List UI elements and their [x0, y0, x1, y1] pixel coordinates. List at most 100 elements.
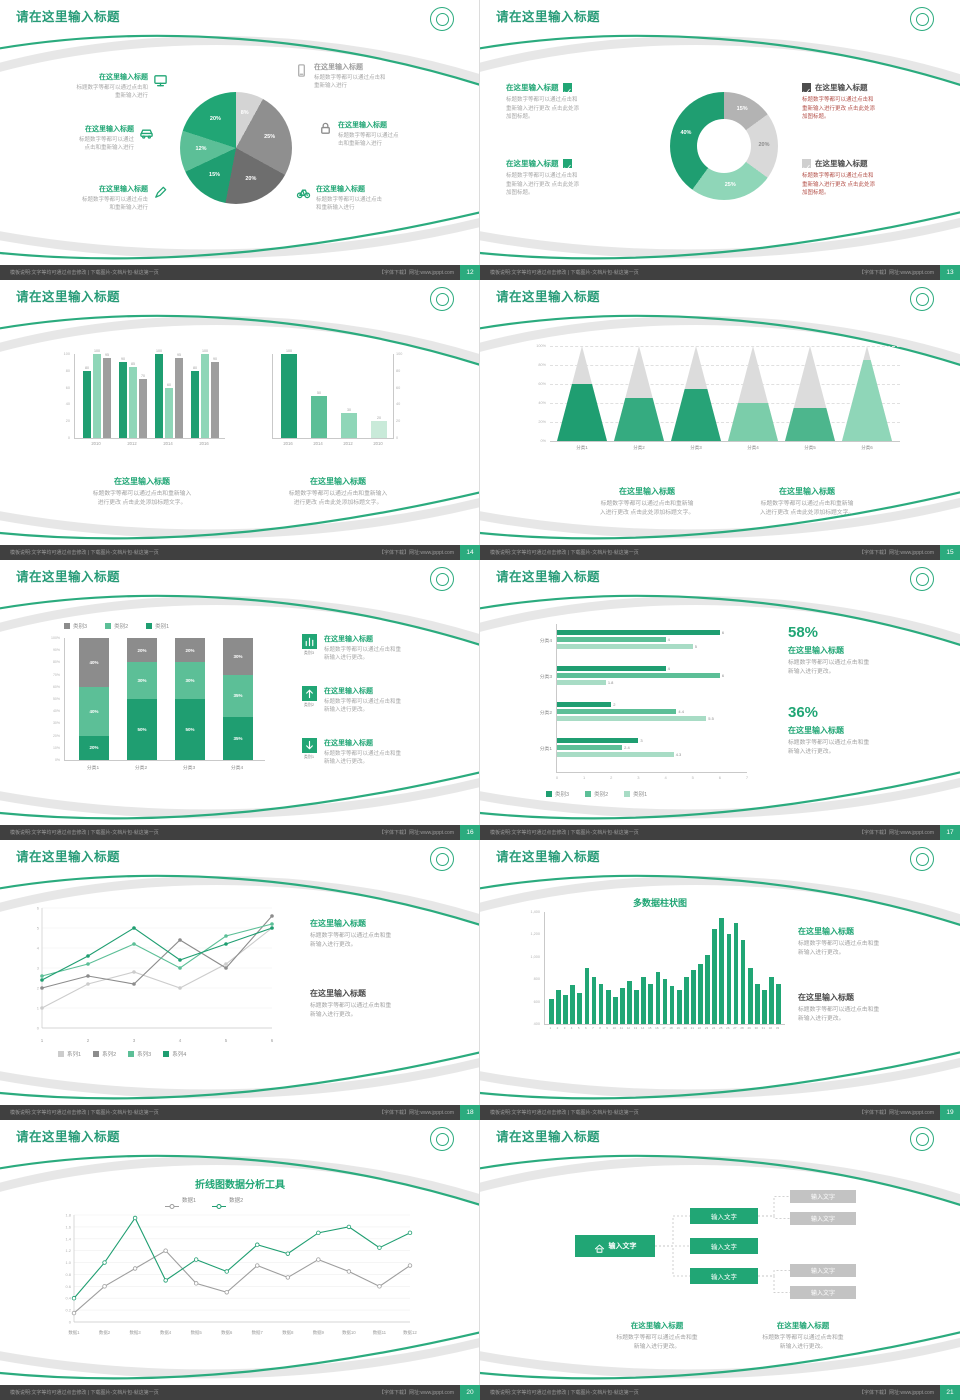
phone-icon	[294, 63, 309, 78]
stat-title: 在这里输入标题	[788, 646, 844, 655]
x-tick-label: 分类1	[86, 766, 100, 771]
stat-block: 58% 在这里输入标题 标题数字等都可以通过点击和重 新输入进行更改。	[788, 624, 938, 677]
svg-text:0.2: 0.2	[65, 1308, 71, 1313]
x-tick-label: 6	[585, 1026, 587, 1030]
legend-label: 类别2	[594, 792, 609, 798]
x-tick-label: 31	[761, 1026, 766, 1030]
svg-text:数据2: 数据2	[99, 1329, 111, 1336]
stack-segment-label: 20%	[89, 745, 99, 751]
bar	[662, 979, 668, 1024]
x-tick-label: 5	[691, 775, 694, 780]
checkbox-checked-icon	[562, 159, 572, 171]
h-bar-chart: 6 4 5 4 6 1.8 2 4.4 5.5 3 2.4 4.3 分类4 分类3 分类2 分类1 0 1 2 3 4 5…	[530, 624, 780, 786]
pyramid-fill	[557, 384, 607, 441]
lock-icon	[318, 121, 333, 136]
legend-swatch	[624, 791, 631, 797]
bar-value-label: 100	[202, 349, 208, 353]
icon-caption: 类别1	[303, 754, 315, 759]
plot-area: 6 4 5 4 6 1.8 2 4.4 5.5 3 2.4 4.3	[556, 624, 747, 773]
legend-item: 类别1	[624, 790, 647, 798]
y-tick-label: 100	[63, 352, 70, 356]
y-tick-label: 80%	[52, 660, 60, 665]
bar	[557, 666, 666, 671]
text-block-title: 在这里输入标题	[310, 989, 366, 998]
bar	[201, 354, 209, 438]
stack-segment-label: 50%	[137, 727, 147, 732]
gridline	[550, 346, 900, 347]
svg-text:6: 6	[271, 1038, 274, 1043]
checklist-item: 在这里输入标题 标题数字等都可以通过点击和 重新输入进行更改 点击此处添 加图标题…	[506, 158, 664, 198]
plot-area	[544, 912, 785, 1025]
slide-content: 8% 25% 20% 15% 12% 20% 在这里输入标题 标题数字等都可以通过点击和 重新…	[0, 0, 480, 280]
stat-desc: 标题数字等都可以通过点击和重 新输入进行更改。	[788, 740, 870, 755]
chart-title: 多数据柱状图	[632, 898, 687, 908]
x-tick-label: 3	[563, 1026, 566, 1030]
x-tick-label: 7	[592, 1026, 594, 1030]
gridline	[550, 384, 900, 385]
legend-label: 类别2	[114, 624, 129, 630]
legend-swatch	[163, 1051, 170, 1057]
callout: 在这里输入标题 标题数字等都可以通过点击 和重新输入进行	[296, 184, 436, 213]
legend-swatch	[64, 623, 70, 629]
chart-legend: 数据1 数据2	[165, 1196, 243, 1209]
x-tick-label: 2014	[313, 441, 323, 446]
slide-title: 请在这里输入标题	[16, 290, 121, 304]
stack-segment: 30%	[223, 638, 253, 675]
x-tick-label: 18	[669, 1026, 673, 1030]
icon-item-text: 在这里输入标题 标题数字等都可以通过点击和重 新输入进行更改。	[324, 738, 468, 767]
bar	[281, 354, 297, 438]
stat-desc: 标题数字等都可以通过点击和重 新输入进行更改。	[788, 660, 870, 675]
stack-segment: 30%	[175, 662, 205, 699]
svg-text:1.6: 1.6	[65, 1224, 71, 1229]
checklist-title-row: 在这里输入标题	[506, 158, 664, 171]
slide-footer: 模板说明:文字等均可通过点击修改 | 下载图片-文档片包-就这第一页 【字体下载…	[480, 825, 960, 840]
svg-text:4: 4	[37, 946, 40, 951]
y-tick-label: 80%	[538, 363, 546, 367]
icon-caption: 类别3	[303, 650, 315, 655]
checklist-item: 在这里输入标题 标题数字等都可以通过点击和 重新输入进行更改 点击此处添 加图标题…	[802, 82, 942, 122]
y-tick-label: 1,400	[530, 910, 540, 914]
pyramid-fill	[842, 360, 892, 441]
checkbox-checked-icon	[802, 83, 811, 95]
bar	[139, 379, 147, 438]
slide-content: 100 80 60 40 20 0 80 100 95 90 85 70 100 60 95 80 100 90 2…	[0, 280, 480, 560]
stack-segment: 35%	[223, 717, 253, 760]
checklist-title: 在这里输入标题	[815, 159, 868, 168]
slide-content: 类别3 类别2 类别1 100% 90% 80% 70% 60% 50% 40% 30% 20% 10%…	[0, 560, 480, 840]
legend-label: 类别3	[73, 624, 88, 630]
callout-desc: 标题数字等都可以通过点击和 重新输入进行	[314, 75, 386, 90]
bar	[103, 358, 111, 438]
bar-value-label: 5	[694, 644, 697, 649]
text-block: 在这里输入标题 标题数字等都可以通过点击和重 新输入进行更改。	[798, 992, 938, 1024]
stack-segment-label: 50%	[185, 727, 195, 732]
stat-title: 在这里输入标题	[788, 726, 844, 735]
x-tick-label: 33	[775, 1026, 780, 1030]
bar	[705, 954, 710, 1024]
x-tick-label: 29	[747, 1026, 751, 1030]
y-tick-label: 100%	[51, 636, 60, 640]
checkbox-checked-icon	[562, 83, 572, 95]
slide-content: 输入文字 输入文字 输入文字 输入文字 输入文字 输入文字 输入文字 输入文字 在这里输入标题标…	[480, 1120, 960, 1400]
legend-label: 系列3	[137, 1052, 152, 1058]
footer-site: 【字体下载】网址:www.jpppt.com	[858, 270, 934, 276]
y-tick-label: 70%	[52, 672, 60, 677]
footer-site: 【字体下载】网址:www.jpppt.com	[858, 1390, 934, 1396]
legend-item: 类别2	[105, 622, 128, 630]
callout-title: 在这里输入标题	[99, 186, 148, 193]
slide-title: 请在这里输入标题	[496, 290, 601, 304]
text-block-desc: 标题数字等都可以通过点击和重新输入 进行更改 点击此处添加标题文字。	[92, 491, 192, 506]
text-block-title: 在这里输入标题	[619, 487, 675, 496]
y-tick-label: 60%	[52, 684, 60, 689]
bar-value-label: 95	[105, 353, 109, 358]
svg-text:6: 6	[37, 906, 40, 911]
y-category-label: 分类4	[539, 639, 552, 644]
bar	[669, 985, 675, 1024]
legend-item: 数据1	[165, 1196, 196, 1209]
pyramid-fill	[671, 388, 721, 441]
slide-content: 6 4 5 4 6 1.8 2 4.4 5.5 3 2.4 4.3 分类4 分类3 分类2 分类1 0 1 2 3 4 5…	[480, 560, 960, 840]
school-logo-icon	[430, 7, 454, 31]
footer-caption: 模板说明:文字等均可通过点击修改 | 下载图片-文档片包-就这第一页	[10, 1110, 159, 1116]
slide-footer: 模板说明:文字等均可通过点击修改 | 下载图片-文档片包-就这第一页 【字体下载…	[0, 1385, 480, 1400]
callout-title: 在这里输入标题	[314, 64, 363, 71]
y-tick-label: 1,200	[530, 932, 540, 937]
